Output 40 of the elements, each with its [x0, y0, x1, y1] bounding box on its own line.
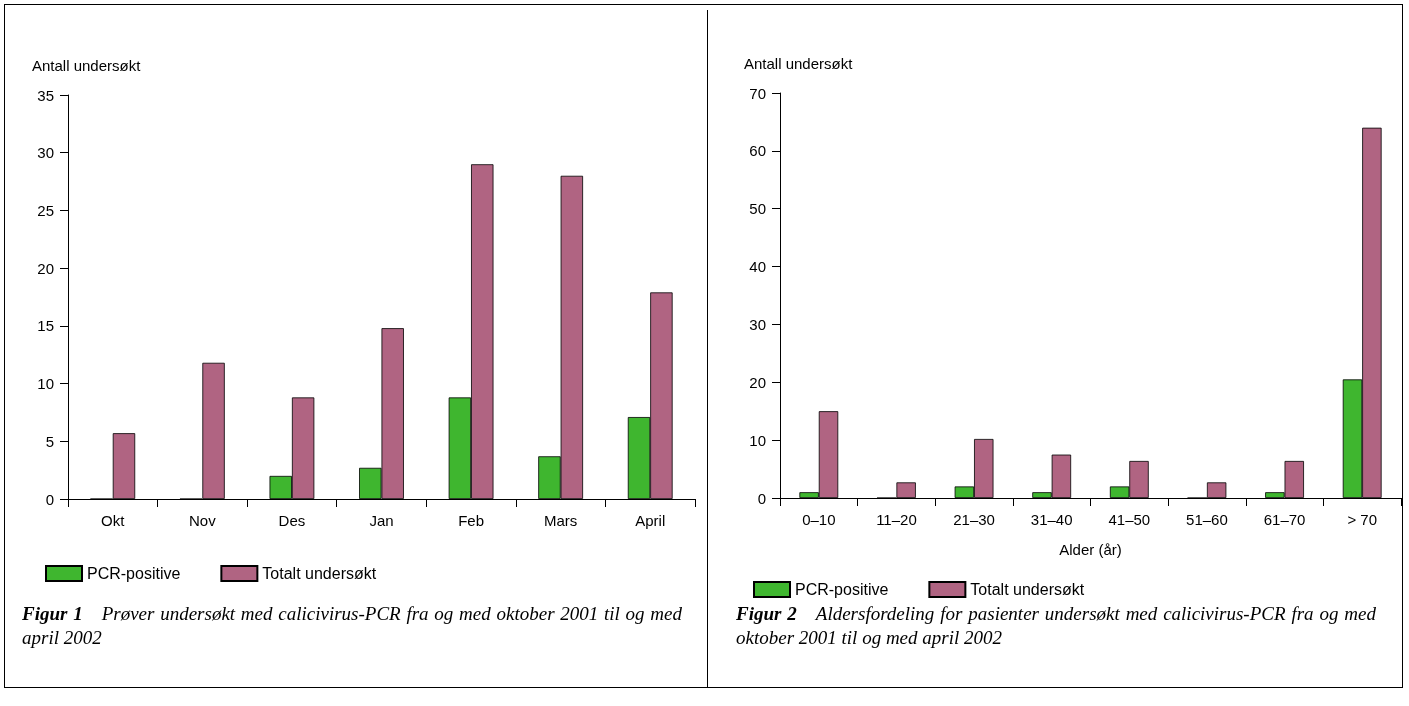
y-tick-label: 35 — [37, 86, 54, 104]
x-tick-label: 31–40 — [1030, 511, 1073, 528]
y-tick-label: 5 — [45, 432, 54, 450]
x-tick-label: 51–60 — [1186, 511, 1228, 528]
x-tick-label: Feb — [458, 512, 484, 529]
x-tick-label: 0–10 — [802, 511, 836, 528]
y-tick-label: 40 — [749, 258, 766, 276]
y-tick-label: 50 — [749, 200, 766, 218]
y-tick-label: 30 — [37, 144, 54, 162]
legend-label: PCR-positive — [87, 565, 181, 582]
y-tick-label: 25 — [37, 201, 54, 219]
y-tick-label: 10 — [749, 431, 766, 449]
legend-label: Totalt undersøkt — [262, 565, 377, 582]
y-axis-title: Antall undersøkt — [744, 55, 854, 72]
x-tick-label: Mars — [543, 512, 578, 529]
x-tick-label: 21–30 — [953, 511, 995, 528]
text: Figur 1 Prøver undersøkt med calicivirus-PCR fra og med oktober 2001 til og med april 2002 — [22, 602, 682, 650]
legend-label: Totalt undersøkt — [970, 581, 1085, 598]
x-tick-label: Nov — [189, 512, 217, 529]
y-tick-label: 30 — [749, 315, 766, 333]
x-axis-title: Alder (år) — [1059, 541, 1122, 558]
x-tick-label: 61–70 — [1263, 511, 1306, 528]
y-tick-label: 15 — [37, 317, 54, 335]
x-tick-label: Des — [278, 512, 306, 529]
y-tick-label: 0 — [45, 490, 54, 508]
x-tick-label: Jan — [369, 512, 394, 529]
x-tick-label: Okt — [101, 512, 126, 529]
text: Figur 2 Aldersfordeling for pasienter undersøkt med calicivirus-PCR fra og med oktober 2001 til og med april 2002 — [736, 602, 1376, 650]
y-tick-label: 20 — [37, 259, 54, 277]
y-tick-label: 70 — [749, 84, 766, 102]
y-axis-title: Antall undersøkt — [32, 57, 142, 74]
y-tick-label: 60 — [749, 142, 766, 160]
y-tick-label: 20 — [749, 373, 766, 391]
y-tick-label: 10 — [37, 375, 54, 393]
x-tick-label: > 70 — [1347, 511, 1377, 528]
y-tick-label: 0 — [757, 489, 766, 507]
x-tick-label: April — [635, 512, 666, 529]
legend-label: PCR-positive — [795, 581, 889, 598]
x-tick-label: 41–50 — [1108, 511, 1151, 528]
x-tick-label: 11–20 — [876, 511, 917, 528]
